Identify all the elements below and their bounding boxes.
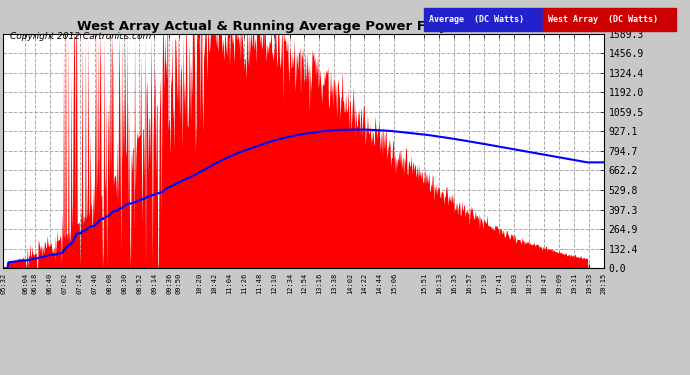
Bar [543, 8, 676, 31]
Text: Average  (DC Watts): Average (DC Watts) [429, 15, 524, 24]
Text: Copyright 2012 Cartronics.com: Copyright 2012 Cartronics.com [10, 32, 152, 41]
Title: West Array Actual & Running Average Power Fri Jul 20 20:24: West Array Actual & Running Average Powe… [77, 20, 530, 33]
Text: West Array  (DC Watts): West Array (DC Watts) [548, 15, 658, 24]
Bar [424, 8, 543, 31]
